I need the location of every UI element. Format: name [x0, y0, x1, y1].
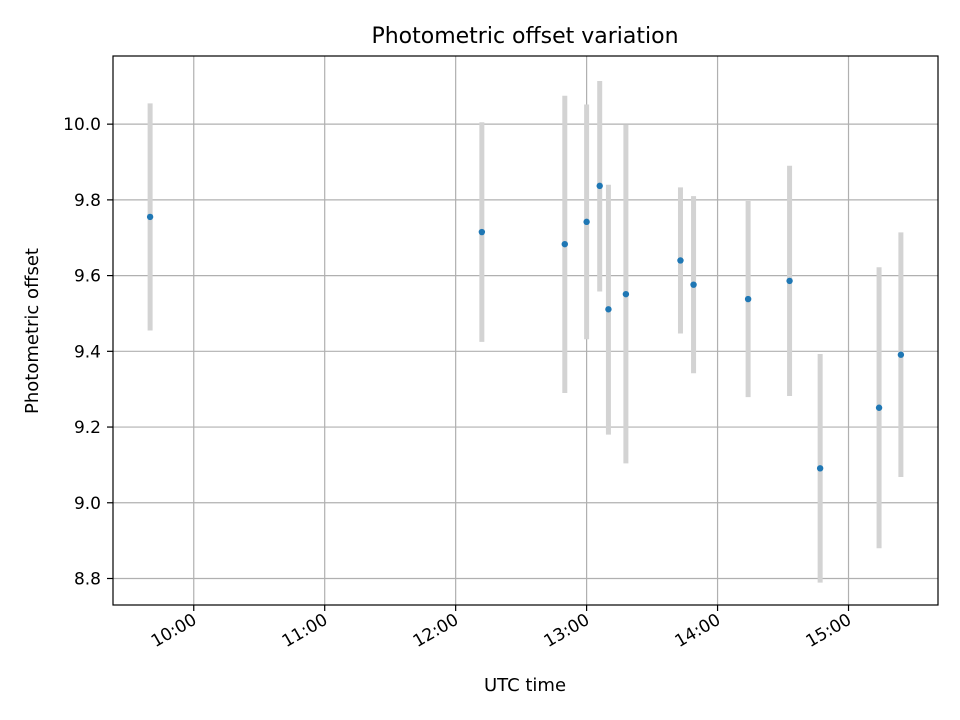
- data-point: [478, 228, 486, 236]
- data-point: [897, 351, 905, 358]
- data-point: [816, 465, 824, 472]
- data-points: [146, 182, 905, 472]
- chart-title: Photometric offset variation: [371, 24, 678, 49]
- data-point: [605, 306, 612, 313]
- x-axis-label: UTC time: [484, 675, 566, 696]
- y-axis-label: Photometric offset: [22, 248, 43, 414]
- y-tick-label: 9.0: [74, 494, 101, 514]
- y-tick-label: 9.6: [74, 267, 101, 287]
- data-point: [690, 281, 697, 288]
- y-tick-label: 9.4: [74, 342, 101, 362]
- data-point: [561, 240, 568, 248]
- grid: [113, 56, 938, 605]
- data-point: [744, 295, 752, 303]
- y-tick-label: 9.8: [74, 191, 101, 211]
- y-tick-label: 8.8: [74, 569, 101, 589]
- data-point: [875, 404, 883, 411]
- data-point: [146, 213, 154, 221]
- data-point: [786, 277, 793, 285]
- plot-frame: [112, 55, 939, 606]
- data-point: [596, 182, 603, 190]
- data-point: [583, 218, 590, 226]
- y-tick-label: 10.0: [63, 115, 101, 135]
- data-point: [622, 290, 630, 298]
- y-tick-label: 9.2: [74, 418, 101, 438]
- y-axis-ticks: 8.8 9.0 9.2 9.4 9.6 9.8 10.0: [63, 115, 113, 589]
- data-point: [677, 257, 684, 264]
